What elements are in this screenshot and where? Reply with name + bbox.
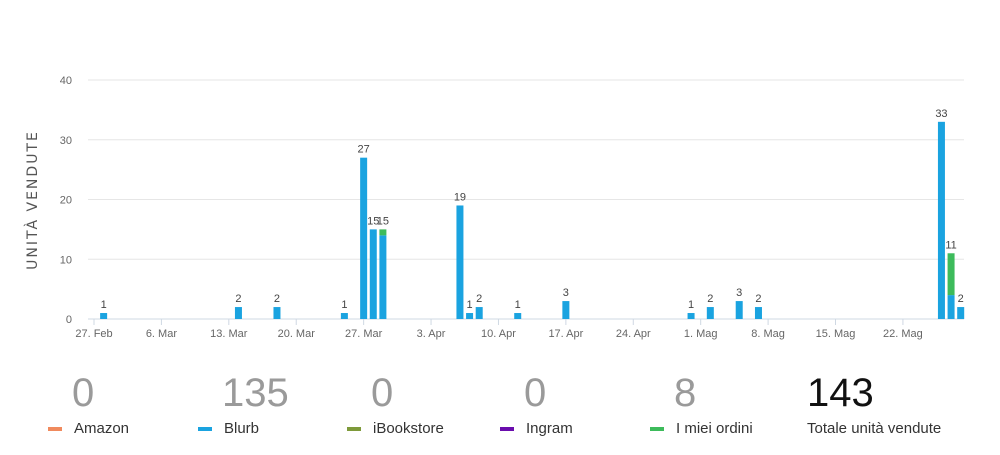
summary-miei-ordini-value: 8 xyxy=(674,371,697,415)
bar-blurb xyxy=(754,307,762,319)
x-tick-label: 1. Mag xyxy=(684,328,718,340)
summary-ingram-text: Ingram xyxy=(526,420,573,437)
summary-blurb-label: Blurb xyxy=(198,420,289,437)
y-tick-label: 30 xyxy=(60,135,72,147)
summary-ingram[interactable]: 0 Ingram xyxy=(500,370,573,437)
bar-blurb xyxy=(937,121,945,319)
x-tick-label: 13. Mar xyxy=(210,328,248,340)
x-tick-label: 3. Apr xyxy=(417,328,446,340)
summary-miei-ordini[interactable]: 8 I miei ordini xyxy=(650,370,753,437)
summary-amazon-value: 0 xyxy=(72,371,95,415)
blurb-swatch-icon xyxy=(198,426,212,431)
summary-blurb[interactable]: 135 Blurb xyxy=(198,370,289,437)
bar-blurb xyxy=(234,307,242,319)
bar-blurb xyxy=(369,229,377,319)
bar-blurb xyxy=(687,313,695,319)
summary-miei-ordini-label: I miei ordini xyxy=(650,420,753,437)
x-tick-label: 6. Mar xyxy=(146,328,178,340)
bar-blurb xyxy=(340,313,348,319)
bar-total-label: 2 xyxy=(274,293,280,305)
ingram-swatch-icon xyxy=(500,426,514,431)
summary-totale: 143 Totale unità vendute xyxy=(807,370,941,437)
x-tick-label: 24. Apr xyxy=(616,328,651,340)
y-tick-label: 20 xyxy=(60,195,72,207)
summary-ibookstore-value: 0 xyxy=(371,371,394,415)
summary-amazon-label: Amazon xyxy=(48,420,129,437)
bar-total-label: 27 xyxy=(358,144,370,156)
bar-total-label: 2 xyxy=(958,293,964,305)
bar-total-label: 3 xyxy=(563,287,569,299)
bar-total-label: 1 xyxy=(101,299,107,311)
bar-blurb xyxy=(514,313,522,319)
bar-blurb xyxy=(273,307,281,319)
bar-total-label: 1 xyxy=(467,299,473,311)
bar-blurb xyxy=(947,295,955,319)
x-tick-label: 27. Feb xyxy=(75,328,112,340)
bar-blurb xyxy=(360,157,368,319)
ibookstore-swatch-icon xyxy=(347,426,361,431)
bar-blurb xyxy=(957,307,965,319)
bar-blurb xyxy=(706,307,714,319)
y-axis-title: UNITÀ VENDUTE xyxy=(24,130,41,270)
bar-total-label: 2 xyxy=(476,293,482,305)
bar-total-label: 1 xyxy=(688,299,694,311)
x-axis-ticks: 27. Feb 6. Mar 13. Mar 20. Mar 27. Mar 3. Apr… xyxy=(75,319,923,340)
gridlines xyxy=(88,79,964,320)
bar-i-miei-ordini xyxy=(947,253,955,296)
bar-total-label: 3 xyxy=(736,287,742,299)
amazon-swatch-icon xyxy=(48,426,62,431)
summary-amazon[interactable]: 0 Amazon xyxy=(48,370,129,437)
bar-total-label: 2 xyxy=(707,293,713,305)
bar-total-label: 2 xyxy=(235,293,241,305)
x-tick-label: 10. Apr xyxy=(481,328,516,340)
x-tick-label: 15. Mag xyxy=(816,328,856,340)
x-tick-label: 17. Apr xyxy=(548,328,583,340)
bar-blurb xyxy=(456,205,464,319)
summary-ingram-label: Ingram xyxy=(500,420,573,437)
bar-blurb xyxy=(100,313,108,319)
bar-i-miei-ordini xyxy=(379,229,387,236)
bars xyxy=(100,121,965,319)
bar-total-label: 11 xyxy=(945,239,956,251)
bar-blurb xyxy=(475,307,483,319)
summary-blurb-text: Blurb xyxy=(224,420,260,437)
miei-ordini-swatch-icon xyxy=(650,426,664,431)
bar-total-label: 15 xyxy=(377,215,389,227)
sales-summary: 0 Amazon 135 Blurb 0 iBookstore 0 Ingram… xyxy=(0,370,1000,450)
summary-amazon-text: Amazon xyxy=(74,420,130,437)
x-tick-label: 22. Mag xyxy=(883,328,923,340)
summary-ibookstore-label: iBookstore xyxy=(347,420,444,437)
bar-blurb xyxy=(466,313,474,319)
y-tick-label: 0 xyxy=(66,314,72,326)
x-tick-label: 8. Mag xyxy=(751,328,785,340)
bar-total-label: 33 xyxy=(935,108,947,120)
summary-ibookstore[interactable]: 0 iBookstore xyxy=(347,370,444,437)
y-tick-label: 10 xyxy=(60,254,72,266)
bar-total-label: 19 xyxy=(454,191,466,203)
summary-blurb-value: 135 xyxy=(222,371,289,415)
bar-blurb xyxy=(735,301,743,319)
summary-ibookstore-text: iBookstore xyxy=(373,420,444,437)
summary-totale-value: 143 xyxy=(807,371,874,415)
summary-ingram-value: 0 xyxy=(524,371,547,415)
x-tick-label: 20. Mar xyxy=(278,328,316,340)
summary-totale-label: Totale unità vendute xyxy=(807,420,942,437)
bar-total-label: 15 xyxy=(367,215,379,227)
bar-blurb xyxy=(379,235,387,319)
bar-total-label: 1 xyxy=(341,299,347,311)
x-tick-label: 27. Mar xyxy=(345,328,383,340)
summary-miei-ordini-text: I miei ordini xyxy=(676,420,753,437)
y-axis-ticks: 0 10 20 30 40 xyxy=(60,75,72,326)
bar-total-label: 1 xyxy=(515,299,521,311)
y-tick-label: 40 xyxy=(60,75,72,87)
bar-total-label: 2 xyxy=(755,293,761,305)
bar-blurb xyxy=(562,301,570,319)
